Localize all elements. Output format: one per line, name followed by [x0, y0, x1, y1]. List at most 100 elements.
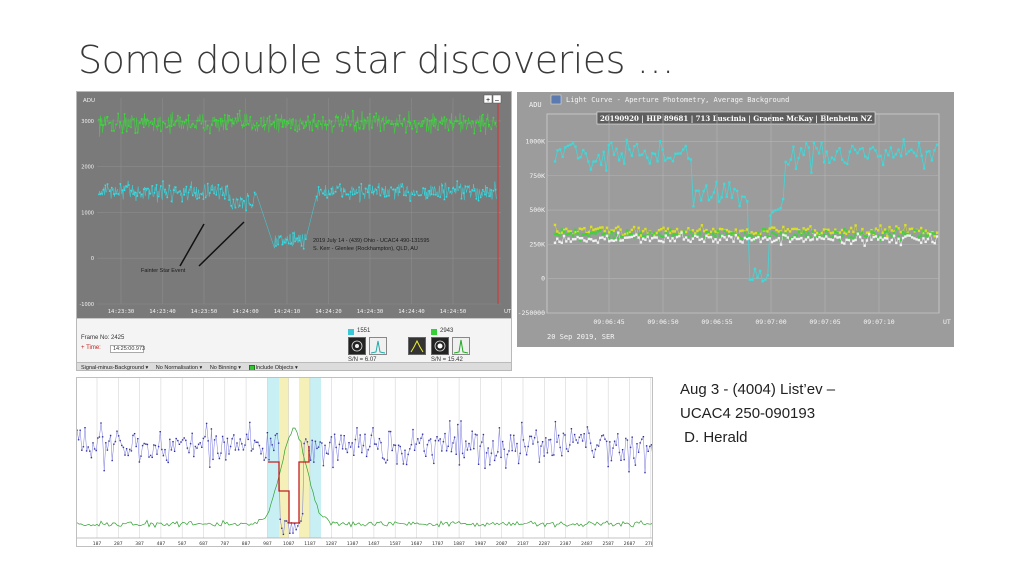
- data-point: [245, 124, 247, 126]
- series-2943: [98, 109, 497, 137]
- object1-swatch: [348, 329, 354, 335]
- data-point: [226, 437, 229, 440]
- caption-line-2: UCAC4 250-090193: [680, 405, 816, 422]
- frame-no-label: Frame No:: [81, 335, 110, 341]
- data-point: [430, 193, 433, 196]
- panel1-chart: 14:23:30 14:23:40 14:23:50 14:24:00 14:24:10…: [77, 92, 512, 318]
- data-point: [302, 127, 305, 130]
- data-point: [110, 129, 113, 132]
- panel1-x-unit: UT: [504, 309, 512, 315]
- data-point: [275, 245, 277, 247]
- data-point: [477, 463, 480, 465]
- plus-icon-glyph: +: [486, 97, 490, 104]
- comparison-series: [77, 427, 652, 528]
- panel2-header: Light Curve - Aperture Photometry, Avera…: [566, 96, 789, 104]
- object1-value: 1551: [357, 328, 371, 334]
- data-point: [249, 421, 251, 424]
- panel1-plot-background: [77, 92, 511, 318]
- panel3-x-tick-label: 187: [93, 541, 102, 547]
- data-point: [119, 121, 122, 123]
- series-line: [98, 110, 497, 137]
- include-objects-dropdown[interactable]: Include Objects ▾: [248, 364, 304, 371]
- object2-thumbnail: [431, 337, 449, 355]
- data-point: [356, 427, 358, 429]
- data-point: [404, 449, 406, 452]
- caption: Aug 3 - (4004) List’ev – UCAC4 250-09019…: [680, 378, 835, 450]
- data-point: [111, 459, 113, 462]
- data-point: [228, 199, 230, 201]
- panel1-y-unit: ADU: [83, 98, 95, 104]
- data-point: [462, 115, 465, 117]
- shade-4: [309, 378, 321, 538]
- object2-value: 2943: [440, 328, 454, 334]
- data-point: [238, 109, 241, 112]
- data-point: [311, 439, 313, 442]
- panel3-x-tick-label: 2087: [496, 541, 508, 547]
- object1-snr: S/N = 6.07: [348, 357, 377, 363]
- panel1-x-tick-label: 14:24:40: [398, 309, 425, 315]
- limovie-light-curve-panel: Light Curve - Aperture Photometry, Avera…: [517, 92, 954, 347]
- plus-icon[interactable]: [483, 94, 493, 104]
- data-point: [482, 433, 485, 436]
- normalisation-dropdown[interactable]: No Normalisation ▾: [155, 365, 203, 371]
- panel3-x-tick-label: 1187: [304, 541, 316, 547]
- data-point: [345, 123, 348, 126]
- data-point: [136, 195, 139, 197]
- data-point: [452, 122, 454, 125]
- shade-1: [267, 378, 279, 538]
- data-point: [202, 198, 205, 200]
- panel2-x-tick-label: 09:06:55: [701, 318, 732, 326]
- object2-swatch: [431, 329, 437, 335]
- data-point: [473, 447, 475, 450]
- signal-mode-dropdown[interactable]: Signal-minus-Background ▾: [81, 365, 149, 371]
- data-point: [514, 450, 517, 452]
- data-point: [553, 160, 557, 163]
- object1-profile-icon: [369, 337, 387, 355]
- time-label: + Time:: [81, 345, 101, 351]
- panel1-x-tick-label: 14:24:20: [315, 309, 342, 315]
- panel3-x-tick-label: 387: [135, 541, 144, 547]
- data-point: [294, 240, 296, 243]
- panel2-x-tick-label: 09:06:50: [647, 318, 678, 326]
- panel3-x-tick-label: 287: [114, 541, 123, 547]
- panel3-x-tick-label: 887: [242, 541, 251, 547]
- time-value-box[interactable]: 14:25:00.973: [110, 345, 145, 353]
- panel3-x-tick-label: 2187: [517, 541, 529, 547]
- panel3-x-tick-label: 2487: [581, 541, 593, 547]
- panel3-x-tick-label: 2787: [645, 541, 653, 547]
- panel1-x-tick-label: 14:24:30: [357, 309, 384, 315]
- panel1-x-tick-label: 14:24:50: [440, 309, 467, 315]
- display-options-bar: Signal-minus-Background ▾ No Normalisati…: [77, 362, 511, 371]
- panel3-x-tick-label: 1487: [368, 541, 380, 547]
- object2-snr: S/N = 15.42: [431, 357, 463, 363]
- data-point: [162, 180, 164, 183]
- data-point: [458, 464, 461, 466]
- panel3-x-tick-label: 1087: [283, 541, 295, 547]
- data-point: [435, 118, 437, 121]
- panel2-label-box: [596, 111, 876, 125]
- minus-icon[interactable]: [492, 94, 502, 104]
- binning-dropdown[interactable]: No Binning ▾: [209, 365, 242, 371]
- series-1551: [98, 180, 497, 250]
- series-line: [554, 139, 938, 282]
- panel2-x-unit: UT: [943, 318, 951, 326]
- panel3-x-tick-label: 2287: [539, 541, 551, 547]
- panel2-y-tick-label: -250000: [518, 309, 545, 317]
- data-point: [324, 194, 326, 196]
- panel3-x-tick-label: 687: [199, 541, 208, 547]
- panel3-x-tick-label: 1987: [475, 541, 487, 547]
- panel1-y-tick-label: 0: [91, 256, 94, 262]
- panel2-x-tick-label: 09:07:05: [809, 318, 840, 326]
- minus-icon-glyph: –: [495, 97, 499, 104]
- panel3-x-tick-label: 1387: [347, 541, 359, 547]
- caption-line-1: Aug 3 - (4004) List’ev –: [680, 381, 836, 398]
- object1-alt-thumbnail: [408, 337, 426, 355]
- panel2-y-tick-label: 500K: [529, 206, 545, 214]
- panel2-y-tick-label: 250K: [529, 240, 545, 248]
- target-line: [77, 420, 652, 535]
- data-point: [130, 126, 132, 129]
- data-point: [205, 422, 208, 425]
- data-point: [106, 183, 109, 185]
- shade-2: [279, 378, 289, 538]
- include-objects-label: Include Objects ▾: [255, 365, 298, 371]
